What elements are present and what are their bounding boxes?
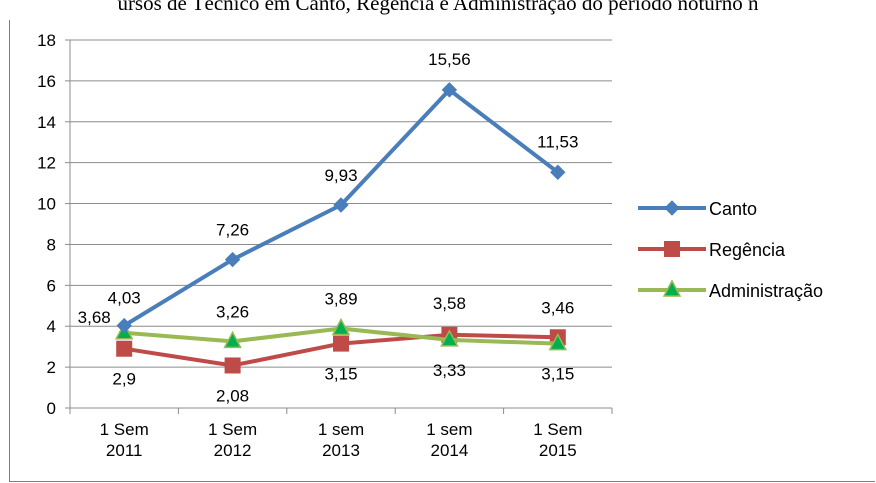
y-tick-label: 18 bbox=[37, 31, 56, 50]
point-marker bbox=[548, 333, 568, 351]
x-tick-label: 1 Sem bbox=[208, 420, 257, 439]
data-label: 11,53 bbox=[537, 132, 578, 151]
grid-lines bbox=[70, 39, 612, 368]
x-axis: 1 Sem 2011 1 Sem 2012 1 sem 2013 1 sem 2014 1 Se… bbox=[69, 407, 613, 460]
legend-label: Canto bbox=[709, 199, 757, 219]
data-label: 15,56 bbox=[428, 50, 471, 69]
data-labels: 4,03 7,26 9,93 15,56 11,53 2,9 2,08 3,15 3,58 3,4… bbox=[78, 50, 579, 406]
data-label: 3,15 bbox=[324, 365, 357, 384]
point-marker bbox=[116, 340, 133, 357]
data-label: 9,93 bbox=[324, 166, 357, 185]
y-tick-label: 14 bbox=[37, 113, 56, 132]
x-tick-label: 2014 bbox=[430, 441, 468, 460]
y-tick-label: 8 bbox=[47, 235, 56, 254]
x-tick-label: 2012 bbox=[214, 441, 252, 460]
x-tick-label: 2013 bbox=[322, 441, 360, 460]
x-tick-label: 1 Sem bbox=[100, 420, 149, 439]
point-marker bbox=[223, 330, 242, 349]
chart-frame bbox=[9, 20, 875, 482]
data-label: 3,58 bbox=[433, 294, 466, 313]
data-label: 3,46 bbox=[541, 298, 574, 317]
data-label: 3,33 bbox=[433, 361, 466, 380]
data-label: 4,03 bbox=[108, 289, 141, 308]
point-marker bbox=[333, 197, 349, 213]
point-marker bbox=[441, 82, 458, 98]
data-label: 3,15 bbox=[541, 365, 574, 384]
data-label: 2,9 bbox=[112, 370, 136, 389]
point-marker bbox=[331, 317, 351, 336]
point-marker bbox=[440, 329, 459, 347]
y-axis: 0 2 4 6 8 10 12 14 16 18 bbox=[37, 31, 71, 418]
y-tick-label: 12 bbox=[37, 154, 56, 173]
data-label: 3,89 bbox=[324, 289, 357, 308]
y-tick-label: 10 bbox=[37, 195, 56, 214]
point-marker bbox=[224, 357, 241, 374]
legend: Canto Regência Administração bbox=[638, 199, 823, 301]
series-group bbox=[114, 82, 568, 374]
legend-label: Administração bbox=[709, 281, 823, 301]
y-tick-label: 4 bbox=[47, 317, 56, 336]
data-label: 3,26 bbox=[216, 302, 249, 321]
x-tick-label: 2011 bbox=[106, 441, 143, 460]
point-marker bbox=[664, 241, 680, 257]
legend-label: Regência bbox=[709, 240, 786, 260]
y-tick-label: 16 bbox=[37, 72, 56, 91]
x-tick-label: 1 sem bbox=[426, 420, 472, 439]
chart-title: ursos de Técnico em Canto, Regência e Ad… bbox=[117, 0, 759, 15]
x-tick-label: 2015 bbox=[539, 441, 577, 460]
data-label: 3,68 bbox=[78, 308, 111, 327]
point-marker bbox=[664, 200, 680, 216]
point-marker bbox=[224, 251, 241, 268]
y-tick-label: 2 bbox=[47, 358, 56, 377]
point-marker bbox=[333, 335, 349, 352]
y-tick-label: 6 bbox=[47, 276, 56, 295]
data-label: 7,26 bbox=[216, 221, 249, 240]
y-tick-label: 0 bbox=[47, 399, 56, 418]
point-marker bbox=[550, 164, 566, 180]
point-marker bbox=[662, 279, 682, 297]
x-tick-label: 1 Sem bbox=[533, 420, 582, 439]
data-label: 2,08 bbox=[216, 386, 249, 405]
point-marker bbox=[116, 317, 132, 334]
x-tick-label: 1 sem bbox=[318, 420, 364, 439]
